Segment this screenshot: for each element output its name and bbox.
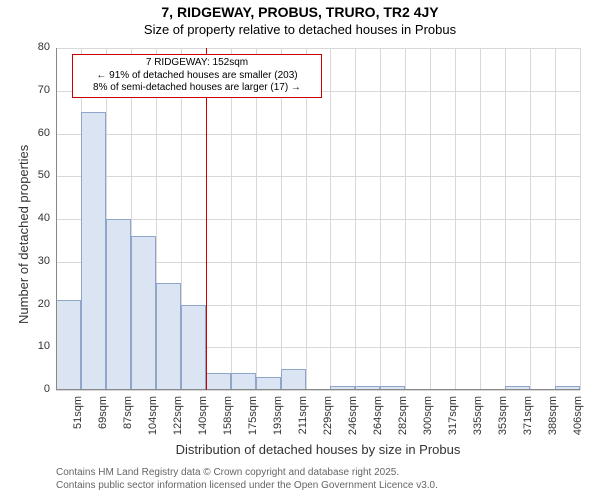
x-tick-label: 406sqm <box>572 396 584 442</box>
x-tick-label: 229sqm <box>322 396 334 442</box>
histogram-bar <box>281 369 306 390</box>
marker-line <box>206 48 207 390</box>
grid-line <box>256 48 257 390</box>
histogram-bar <box>156 283 181 390</box>
annotation-line: 8% of semi-detached houses are larger (1… <box>77 82 317 95</box>
attribution-footer: Contains HM Land Registry data © Crown c… <box>56 466 438 492</box>
histogram-bar <box>231 373 256 390</box>
grid-line <box>480 48 481 390</box>
x-tick-label: 69sqm <box>97 396 109 442</box>
y-tick-label: 50 <box>38 169 50 181</box>
grid-line <box>306 48 307 390</box>
x-tick-label: 300sqm <box>422 396 434 442</box>
histogram-bar <box>56 300 81 390</box>
grid-line <box>330 48 331 390</box>
x-tick-label: 264sqm <box>372 396 384 442</box>
plot-area <box>56 48 580 390</box>
annotation-line: ← 91% of detached houses are smaller (20… <box>77 70 317 83</box>
annotation-box: 7 RIDGEWAY: 152sqm← 91% of detached hous… <box>72 54 322 98</box>
x-tick-label: 371sqm <box>522 396 534 442</box>
grid-line <box>405 48 406 390</box>
x-tick-label: 87sqm <box>122 396 134 442</box>
y-tick-label: 60 <box>38 127 50 139</box>
x-tick-label: 353sqm <box>497 396 509 442</box>
x-tick-label: 193sqm <box>272 396 284 442</box>
grid-line <box>56 390 580 391</box>
grid-line <box>455 48 456 390</box>
x-tick-label: 104sqm <box>147 396 159 442</box>
x-tick-label: 122sqm <box>172 396 184 442</box>
x-tick-label: 317sqm <box>447 396 459 442</box>
y-tick-label: 80 <box>38 41 50 53</box>
histogram-chart: Number of detached properties Distributi… <box>0 4 600 504</box>
grid-line <box>430 48 431 390</box>
grid-line <box>530 48 531 390</box>
footer-line: Contains HM Land Registry data © Crown c… <box>56 466 438 479</box>
grid-line <box>56 134 580 135</box>
x-tick-label: 388sqm <box>547 396 559 442</box>
histogram-bar <box>81 112 106 390</box>
x-tick-label: 335sqm <box>472 396 484 442</box>
grid-line <box>56 176 580 177</box>
grid-line <box>231 48 232 390</box>
y-tick-label: 10 <box>38 340 50 352</box>
y-axis-title: Number of detached properties <box>16 145 31 324</box>
y-tick-label: 20 <box>38 298 50 310</box>
y-tick-label: 30 <box>38 255 50 267</box>
x-tick-label: 282sqm <box>397 396 409 442</box>
grid-line <box>380 48 381 390</box>
x-axis-title: Distribution of detached houses by size … <box>56 442 580 457</box>
y-tick-label: 70 <box>38 84 50 96</box>
x-tick-label: 246sqm <box>347 396 359 442</box>
y-tick-label: 0 <box>44 383 50 395</box>
histogram-bar <box>206 373 231 390</box>
x-tick-label: 175sqm <box>247 396 259 442</box>
annotation-line: 7 RIDGEWAY: 152sqm <box>77 57 317 70</box>
grid-line <box>505 48 506 390</box>
histogram-bar <box>106 219 131 390</box>
x-tick-label: 51sqm <box>72 396 84 442</box>
y-axis-line <box>56 48 57 390</box>
footer-line: Contains public sector information licen… <box>56 479 438 492</box>
grid-line <box>281 48 282 390</box>
grid-line <box>580 48 581 390</box>
x-axis-line <box>56 389 580 390</box>
y-tick-label: 40 <box>38 212 50 224</box>
x-tick-label: 211sqm <box>297 396 309 442</box>
histogram-bar <box>131 236 156 390</box>
grid-line <box>56 48 580 49</box>
grid-line <box>355 48 356 390</box>
histogram-bar <box>181 305 206 391</box>
grid-line <box>555 48 556 390</box>
x-tick-label: 158sqm <box>222 396 234 442</box>
grid-line <box>56 219 580 220</box>
x-tick-label: 140sqm <box>197 396 209 442</box>
